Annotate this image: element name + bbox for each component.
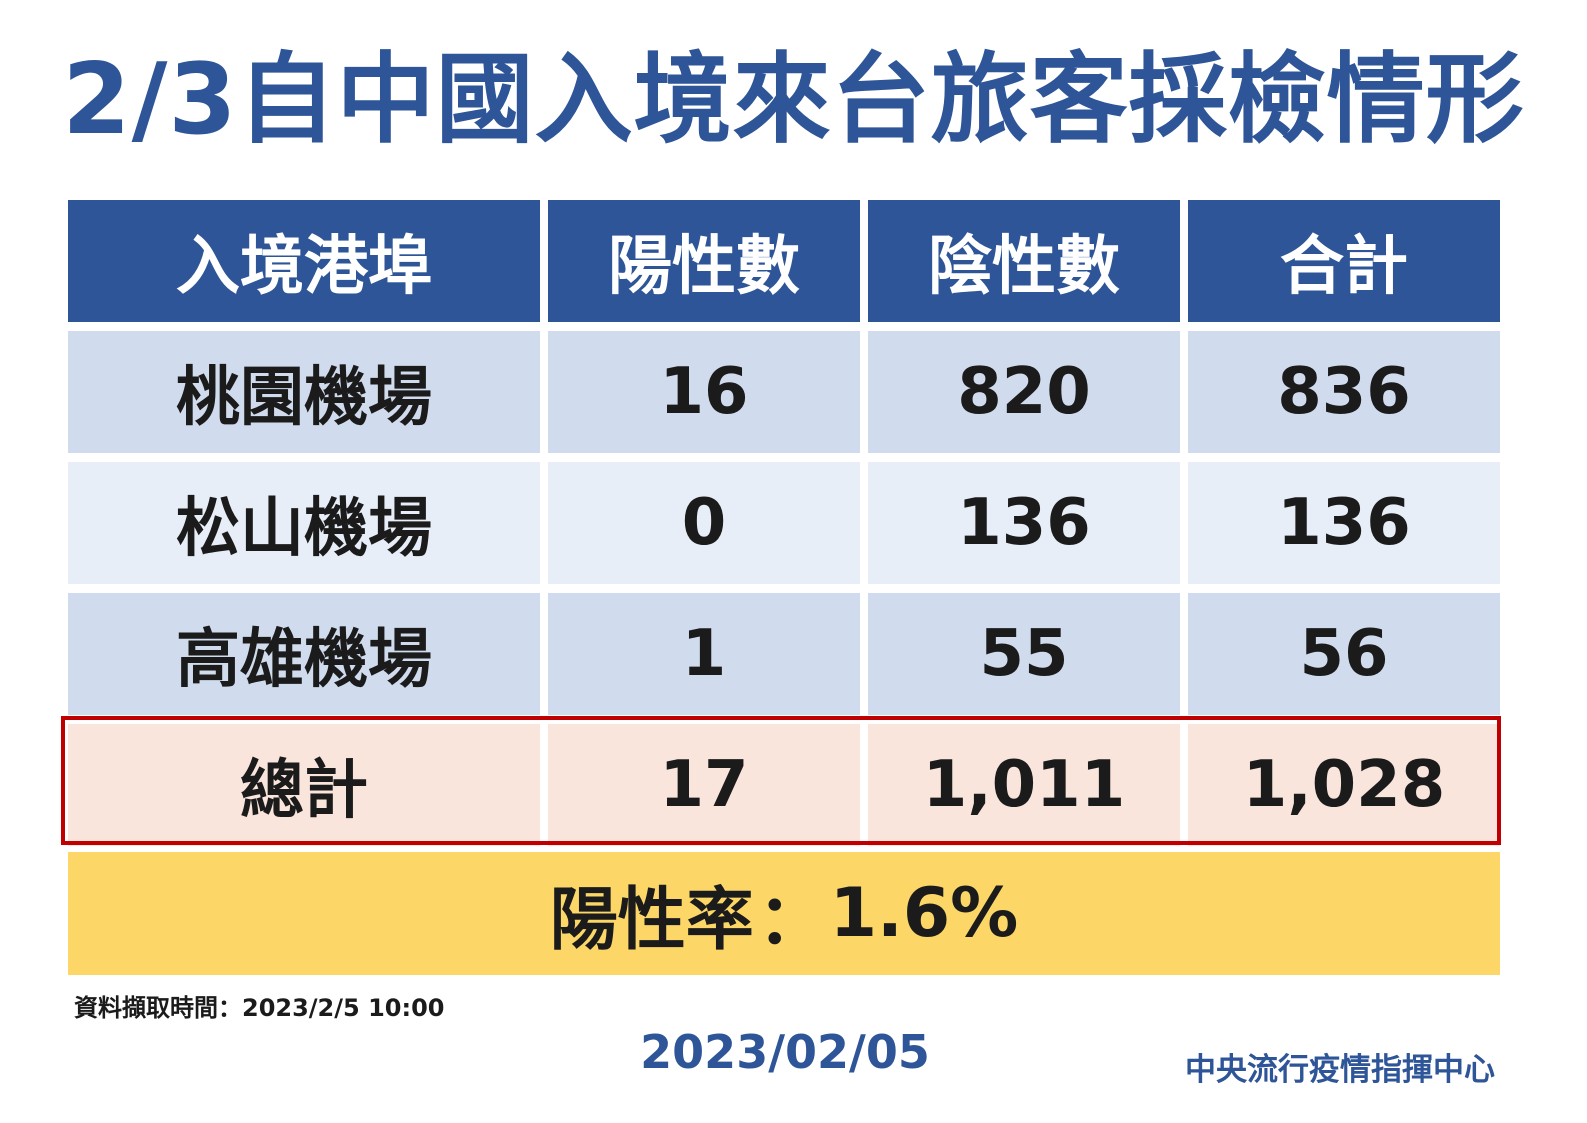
row-songshan-positive: 0 bbox=[548, 462, 860, 584]
row-songshan-total: 136 bbox=[1188, 462, 1500, 584]
header-total: 合計 bbox=[1188, 200, 1500, 322]
total-row-negative: 1,011 bbox=[868, 724, 1180, 846]
total-row-total: 1,028 bbox=[1188, 724, 1500, 846]
row-taoyuan-total: 836 bbox=[1188, 331, 1500, 453]
total-row-positive: 17 bbox=[548, 724, 860, 846]
row-songshan-port: 松山機場 bbox=[68, 462, 540, 584]
publication-date: 2023/02/05 bbox=[640, 1025, 930, 1079]
positivity-rate-value: 1.6% bbox=[829, 874, 1019, 953]
data-timestamp-note: 資料擷取時間：2023/2/5 10:00 bbox=[74, 994, 445, 1022]
row-kaohsiung-total: 56 bbox=[1188, 593, 1500, 715]
positivity-rate-box: 陽性率： 1.6% bbox=[68, 852, 1500, 975]
row-kaohsiung-port: 高雄機場 bbox=[68, 593, 540, 715]
row-kaohsiung-positive: 1 bbox=[548, 593, 860, 715]
row-taoyuan-port: 桃園機場 bbox=[68, 331, 540, 453]
page-title: 2/3自中國入境來台旅客採檢情形 bbox=[62, 43, 1525, 157]
organization-name: 中央流行疫情指揮中心 bbox=[1185, 1052, 1495, 1088]
header-negative: 陰性數 bbox=[868, 200, 1180, 322]
positivity-rate-separator: ： bbox=[757, 881, 826, 960]
row-kaohsiung-negative: 55 bbox=[868, 593, 1180, 715]
row-taoyuan-negative: 820 bbox=[868, 331, 1180, 453]
row-taoyuan-positive: 16 bbox=[548, 331, 860, 453]
total-row-label: 總計 bbox=[68, 724, 540, 846]
row-songshan-negative: 136 bbox=[868, 462, 1180, 584]
header-port: 入境港埠 bbox=[68, 200, 540, 322]
positivity-rate-label: 陽性率 bbox=[549, 881, 754, 960]
screening-table: 入境港埠 陽性數 陰性數 合計 桃園機場 16 820 836 松山機場 0 1… bbox=[68, 200, 1500, 846]
header-positive: 陽性數 bbox=[548, 200, 860, 322]
